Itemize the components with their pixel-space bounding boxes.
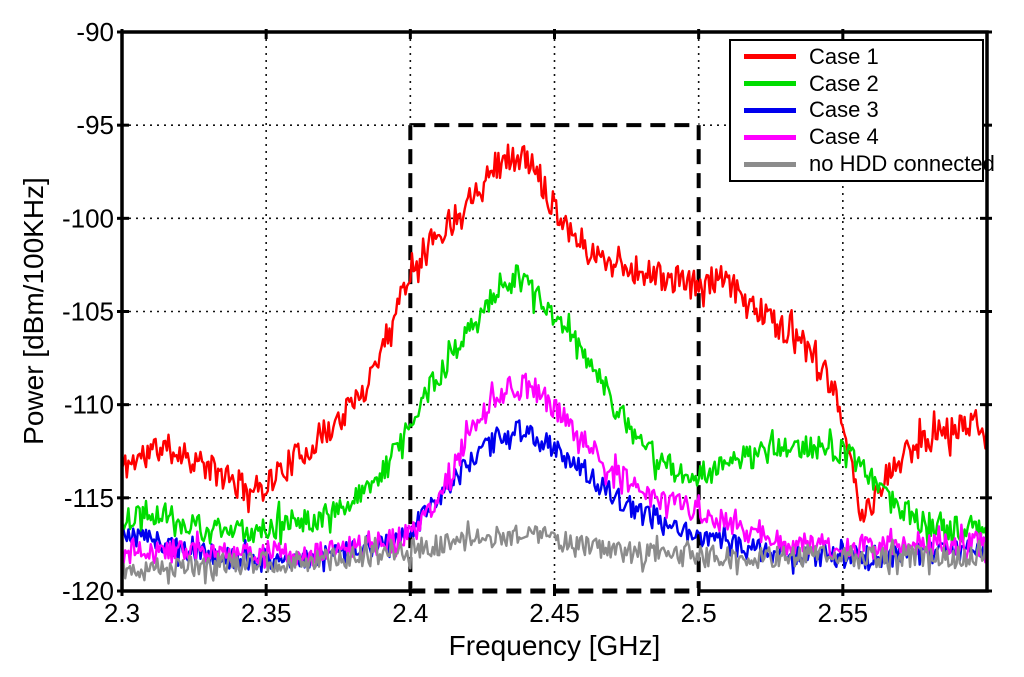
series-case-2 [122,264,987,553]
legend-item-case-2: Case 2 [731,70,982,96]
legend-line-sample [744,81,796,87]
legend-item-no-hdd-connected: no HDD connected [731,153,995,175]
y-tick-label: -110 [64,390,114,420]
legend-item-case-4: Case 4 [731,126,982,148]
legend-line-sample [744,54,796,60]
series-case-1 [122,143,987,523]
series-no-hdd-connected [122,520,987,585]
legend-line-sample [744,107,796,113]
x-tick-label: 2.3 [104,598,140,628]
legend-item-case-1: Case 1 [731,43,982,69]
x-tick-label: 2.5 [681,598,717,628]
x-tick-label: 2.55 [818,598,869,628]
legend-item-case-3: Case 3 [731,99,982,121]
y-tick-label: -115 [64,483,114,513]
legend-label: Case 4 [809,124,879,150]
legend: Case 1 Case 2 Case 3 Case 4 no HDD connected [729,39,995,182]
x-tick-label: 2.35 [241,598,292,628]
legend-label: Case 1 [809,43,879,69]
y-tick-label: -100 [62,203,114,233]
y-tick-label: -105 [62,297,114,327]
legend-label: no HDD connected [809,151,995,177]
legend-line-sample [744,134,796,140]
y-axis-title: Power [dBm/100KHz] [18,177,49,445]
legend-line-sample [744,161,796,167]
x-tick-label: 2.4 [392,598,428,628]
y-tick-label: -90 [76,17,114,47]
legend-label: Case 2 [809,70,879,96]
legend-label: Case 3 [809,97,879,123]
y-tick-label: -95 [76,110,114,140]
x-axis-title: Frequency [GHz] [448,630,661,661]
y-tick-label: -120 [62,576,114,606]
x-tick-label: 2.45 [529,598,580,628]
